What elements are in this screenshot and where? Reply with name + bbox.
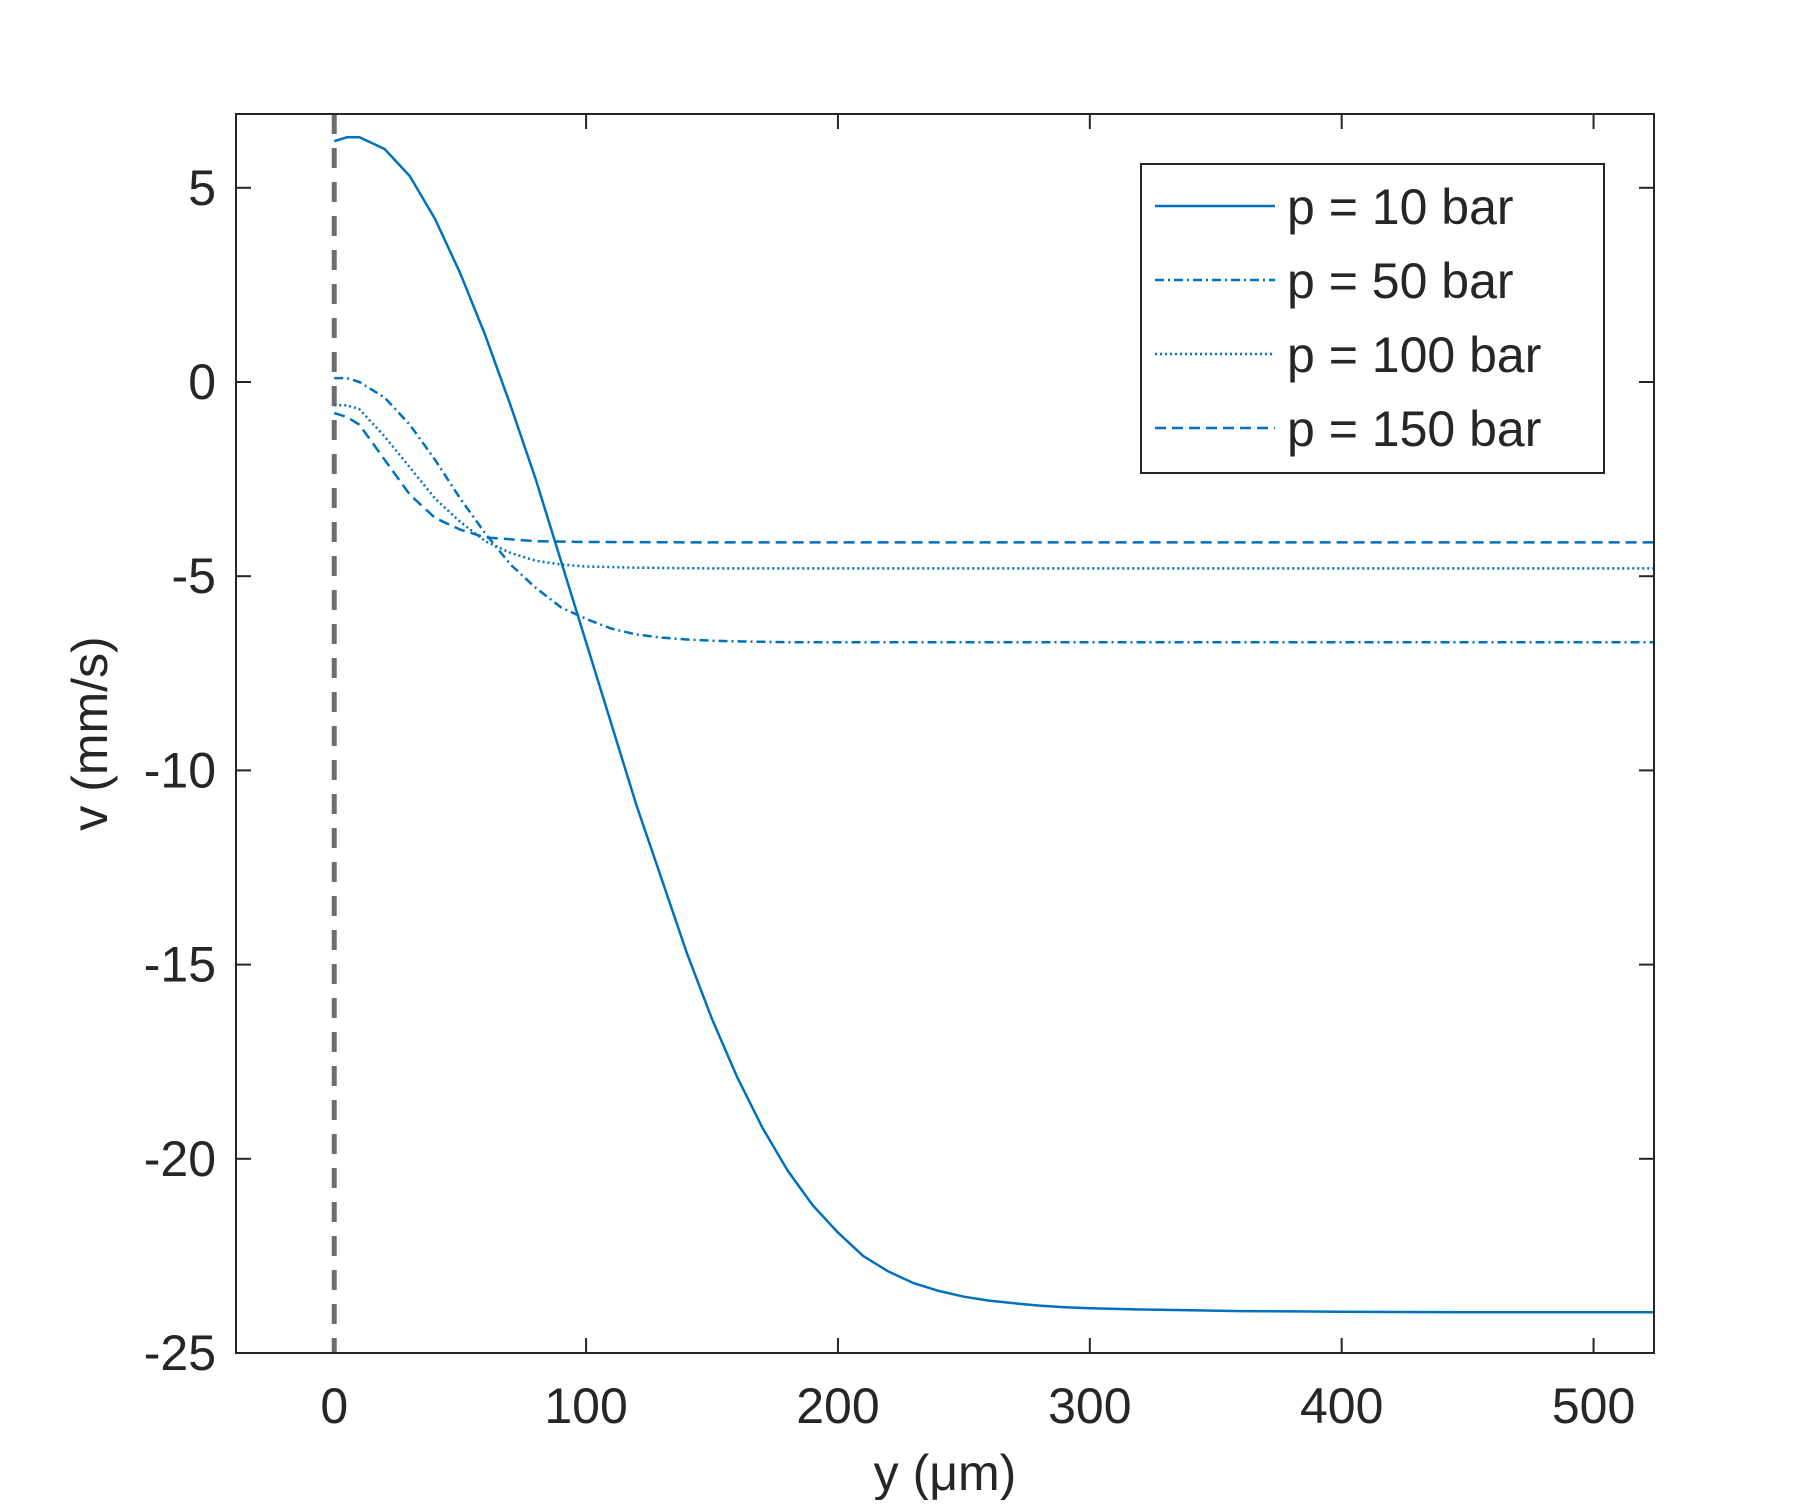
legend-label: p = 10 bar: [1287, 179, 1514, 235]
axes-frame: [235, 113, 1655, 1354]
legend-label: p = 150 bar: [1287, 401, 1541, 457]
x-tick-label: 100: [544, 1378, 627, 1434]
y-axis-label: v (mm/s): [62, 636, 118, 830]
legend-label: p = 100 bar: [1287, 327, 1541, 383]
y-tick-label: -20: [144, 1131, 216, 1187]
y-tick-label: -5: [172, 548, 216, 604]
x-tick-label: 0: [320, 1378, 348, 1434]
y-tick-label: -10: [144, 742, 216, 798]
y-tick-label: 0: [188, 354, 216, 410]
x-tick-label: 300: [1048, 1378, 1131, 1434]
series-line-3: [334, 404, 1654, 570]
legend: p = 10 bar p = 50 bar p = 100 bar p = 150 b…: [1140, 163, 1605, 474]
y-tick-label: 5: [188, 160, 216, 216]
x-tick-label: 200: [796, 1378, 879, 1434]
x-axis-label: y (μm): [874, 1445, 1017, 1500]
x-tick-label: 400: [1300, 1378, 1383, 1434]
tick-layer: 0 100 200 300 400 500 5 0 -5 -10 -15 -20 -25: [144, 114, 1654, 1434]
y-tick-label: -15: [144, 937, 216, 993]
series-line-1: [333, 136, 1654, 1314]
series-line-2: [334, 376, 1654, 644]
legend-box: [1140, 163, 1605, 474]
plot-layer: [331, 114, 1654, 1353]
y-tick-label: -25: [144, 1325, 216, 1381]
series-line-4: [333, 411, 1654, 544]
legend-label: p = 50 bar: [1287, 253, 1514, 309]
x-tick-label: 500: [1552, 1378, 1635, 1434]
